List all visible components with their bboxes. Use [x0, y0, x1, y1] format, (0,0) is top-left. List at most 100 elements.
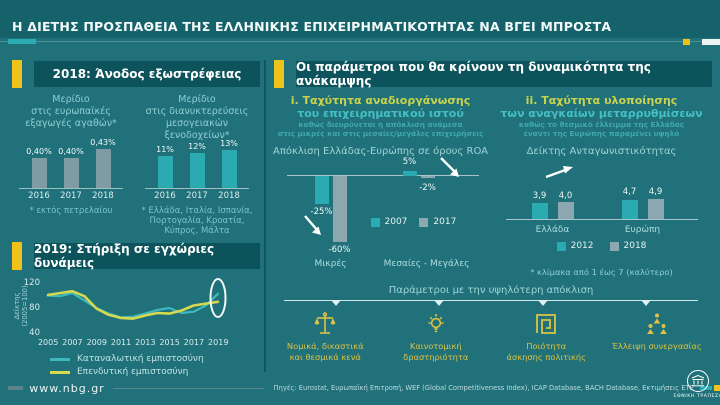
consumer-confidence-line [46, 292, 220, 319]
comp-category-greece: Ελλάδα [535, 225, 570, 236]
legend-swatch-teal [50, 357, 70, 361]
legend-swatch-2017 [419, 217, 429, 227]
yellow-marker [274, 60, 284, 88]
investment-confidence-line [46, 289, 220, 320]
bar-group: 12% [184, 142, 210, 188]
bar-group: 0,43% [90, 138, 116, 188]
section-ii-title2: των αναγκαίων μεταρρυθμίσεων [500, 107, 703, 120]
section-i-title: i. Ταχύτητα αναδιοργάνωσης [290, 94, 471, 107]
footer-line [112, 387, 264, 389]
roa-bar-2007-small [314, 176, 329, 204]
pointer-triangle [537, 300, 548, 307]
title-bar: Η ΔΙΕΤΗΣ ΠΡΟΣΠΑΘΕΙΑ ΤΗΣ ΕΛΛΗΝΙΚΗΣ ΕΠΙΧΕΙ… [0, 0, 720, 38]
sources-text: Πηγές: Eurostat, Ευρωπαϊκή Επιτροπή, WEF… [273, 384, 694, 392]
y-tick: 120 [23, 278, 40, 288]
rule-line [0, 41, 720, 42]
x-tick: 2015 [159, 338, 180, 347]
bar-value: 0,40% [26, 147, 52, 156]
param-label: Καινοτομική δραστηριότητα [403, 341, 469, 362]
legend-label: 2018 [623, 241, 647, 252]
cooperation-icon [644, 310, 670, 338]
bar [221, 150, 237, 188]
bar-value: 0,40% [58, 147, 84, 156]
param-label: Έλλειψη συνεργασίας [611, 341, 702, 352]
axis-baseline [145, 188, 249, 189]
comp-legend: 2012 2018 [496, 241, 708, 251]
roa-value-label: 5% [402, 157, 417, 168]
bar [95, 149, 111, 188]
legend-label: 2007 [384, 217, 408, 228]
bar [189, 153, 205, 188]
year-label: 2018 [92, 191, 114, 201]
bar-value: 13% [220, 139, 238, 149]
legend-item: 2018 [609, 241, 647, 252]
section-ii-subtitle: καθώς το θεσμικό έλλειμμα της Ελλάδας έν… [518, 120, 685, 139]
parameters-strip: Παράμετροι με την υψηλότερη απόκλιση [270, 285, 712, 362]
year-label: 2017 [186, 191, 208, 201]
roa-bar-2017-small [332, 176, 347, 243]
roa-category-small: Μικρές [314, 259, 347, 270]
title-rule [0, 38, 720, 46]
scales-icon [312, 310, 338, 338]
legend-swatch-2007 [370, 217, 380, 227]
comp-value-label: 4,7 [622, 187, 637, 198]
comp-value-label: 4,0 [558, 191, 573, 202]
legend-item: Καταναλωτική εμπιστοσύνη [50, 354, 260, 364]
roa-chart: -25% -60% 5% -2% [275, 157, 487, 273]
exports-years: 2016 2017 2018 [26, 191, 116, 201]
legend-swatch-yellow [50, 370, 70, 374]
exports-footnote: * εκτός πετρελαίου [29, 206, 113, 216]
param-cooperation: Έλλειψη συνεργασίας [602, 310, 713, 362]
yellow-marker [12, 242, 22, 270]
comp-baseline [505, 219, 698, 221]
y-tick: 80 [29, 303, 40, 313]
bar-value: 11% [156, 145, 174, 155]
bar [31, 158, 47, 188]
hotels-bars: 11% 12% 13% [152, 134, 242, 188]
competitiveness-chart-title: Δείκτης Ανταγωνιστικότητας [526, 146, 677, 158]
roa-chart-title: Απόκλιση Ελλάδας-Ευρώπης σε όρους ROA [272, 146, 489, 158]
footer: www.nbg.gr Πηγές: Eurostat, Ευρωπαϊκή Επ… [0, 370, 720, 405]
axis-baseline [19, 188, 123, 189]
legend-label: Επενδυτική εμπιστοσύνη [77, 367, 189, 377]
legend-item: 2007 [370, 217, 408, 228]
main-content: 2018: Άνοδος εξωστρέφειας Μερίδιο στις ε… [0, 46, 720, 377]
nbg-logo-text: ΕΘΝΙΚΗ ΤΡΑΠΕΖΑ [673, 394, 720, 399]
legend-label: Καταναλωτική εμπιστοσύνη [77, 354, 204, 364]
comp-bar-2018-europe [647, 198, 664, 220]
roa-category-medlarge: Μεσαίες - Μεγάλες [383, 259, 470, 270]
nbg-logo: ΕΘΝΙΚΗ ΤΡΑΠΕΖΑ [668, 370, 720, 399]
year-label: 2018 [218, 191, 240, 201]
x-tick: 2007 [62, 338, 83, 347]
mini-charts-row: Μερίδιο στις ευρωπαϊκές εξαγωγές αγαθών*… [8, 94, 260, 236]
legend-item: 2017 [419, 217, 456, 227]
exports-chart: Μερίδιο στις ευρωπαϊκές εξαγωγές αγαθών*… [8, 94, 134, 234]
website-link[interactable]: www.nbg.gr [29, 381, 105, 395]
comp-value-label: 4,9 [648, 187, 663, 198]
x-tick: 2005 [37, 338, 59, 347]
right-header: Οι παράμετροι που θα κρίνουν τη δυναμικό… [270, 60, 712, 88]
year-label: 2017 [60, 191, 82, 201]
section-ii-title: ii. Ταχύτητα υλοποίησης [525, 94, 678, 107]
column-restructuring: i. Ταχύτητα αναδιοργάνωσης του επιχειρημ… [270, 94, 491, 277]
footer-dash [8, 386, 24, 390]
rule-accent-white [702, 39, 720, 45]
rule-accent-yellow [683, 39, 690, 45]
param-label: Ποιότητα άσκησης πολιτικής [506, 341, 586, 362]
right-header-title: Οι παράμετροι που θα κρίνουν τη δυναμικό… [296, 60, 651, 88]
confidence-line-chart: Δείκτης (2005=100) 120 80 40 2005 2007 2… [8, 274, 260, 348]
legend-swatch-2012 [556, 241, 566, 251]
improve-arrow [545, 166, 573, 179]
hotels-chart-title: Μερίδιο στις διανυκτερεύσεις μεσογειακών… [145, 94, 249, 141]
hotels-chart: Μερίδιο στις διανυκτερεύσεις μεσογειακών… [134, 94, 260, 236]
legend-label: 2017 [433, 217, 457, 228]
rule-accent-teal [8, 39, 36, 44]
roa-bar-2017-medlarge [420, 176, 435, 179]
left-panel: 2018: Άνοδος εξωστρέφειας Μερίδιο στις ε… [8, 60, 260, 377]
bar-value: 0,43% [90, 138, 116, 147]
section-i-title2: του επιχειρηματικού ιστού [297, 107, 464, 120]
param-legal: Νομικά, δικαστικά και θεσμικά κενά [270, 310, 381, 362]
lightbulb-icon [423, 310, 449, 338]
hotels-years: 2016 2017 2018 [152, 191, 242, 201]
